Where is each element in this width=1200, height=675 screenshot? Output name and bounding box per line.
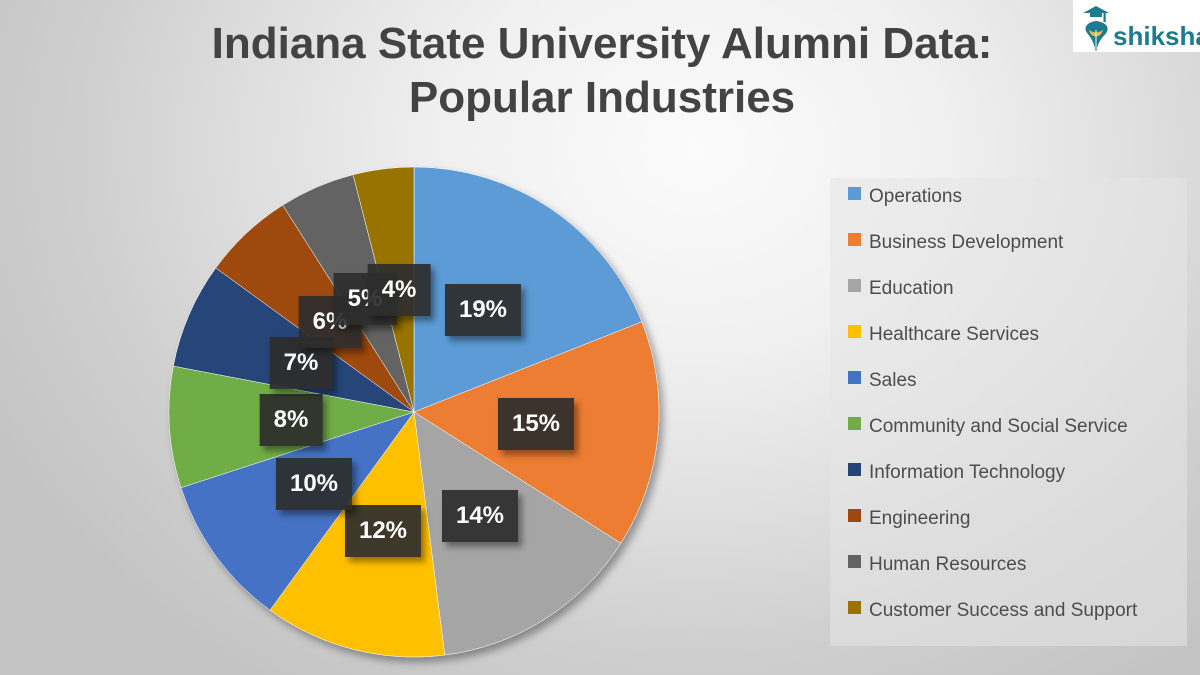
svg-text:shiksha: shiksha <box>1113 21 1200 51</box>
